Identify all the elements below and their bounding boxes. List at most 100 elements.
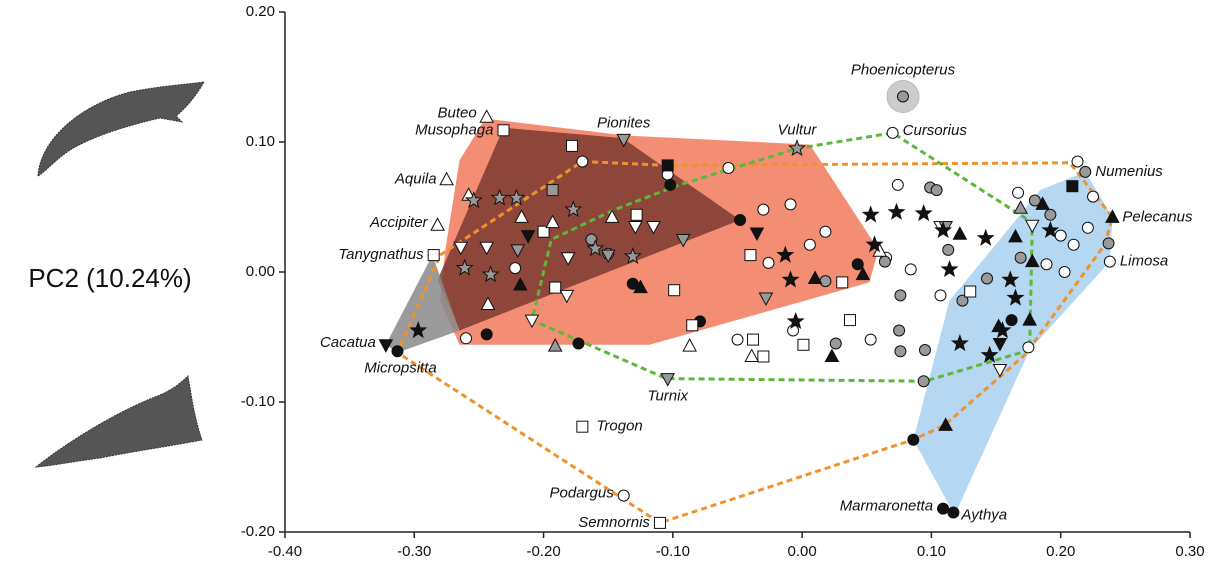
point	[1055, 230, 1066, 241]
point-label: Pelecanus	[1122, 208, 1193, 225]
point-label: Accipiter	[369, 214, 429, 231]
point	[938, 503, 949, 514]
point-label: Podargus	[550, 485, 615, 502]
point	[798, 339, 809, 350]
point	[669, 285, 680, 296]
point	[683, 339, 696, 351]
point	[1082, 222, 1093, 233]
x-tick-label: 0.20	[1046, 543, 1075, 560]
point	[758, 351, 769, 362]
point-label: Micropsitta	[364, 359, 437, 376]
point	[943, 244, 954, 255]
point	[892, 179, 903, 190]
chart: PC2 (10.24%) -0.20 -0.10 0.00 0.10 0.20 -0.40…	[0, 0, 1221, 568]
point-label: Phoenicopterus	[851, 61, 956, 78]
point-label: Buteo	[437, 104, 476, 121]
point	[723, 163, 734, 174]
point	[631, 209, 642, 220]
point-label: Limosa	[1120, 253, 1168, 270]
point	[431, 218, 444, 230]
point-label: Cursorius	[903, 122, 968, 139]
point-label: Vultur	[778, 121, 818, 138]
point	[573, 338, 584, 349]
point	[1059, 267, 1070, 278]
point	[863, 207, 878, 222]
point	[748, 334, 759, 345]
point	[895, 290, 906, 301]
y-tick-label: 0.00	[246, 263, 275, 280]
point	[547, 185, 558, 196]
point	[1088, 191, 1099, 202]
point	[662, 160, 673, 171]
point	[865, 334, 876, 345]
point-label: Numenius	[1095, 163, 1163, 180]
y-tick-label: -0.10	[241, 393, 275, 410]
point-label: Aquila	[394, 171, 437, 188]
x-tick-label: -0.40	[268, 543, 302, 560]
point	[1045, 209, 1056, 220]
y-tick-label: -0.20	[241, 523, 275, 540]
point	[392, 346, 403, 357]
point-label: Trogon	[596, 418, 642, 435]
point	[905, 264, 916, 275]
point	[1103, 238, 1114, 249]
point	[916, 206, 931, 221]
point	[942, 261, 957, 276]
point	[687, 320, 698, 331]
point	[1080, 166, 1091, 177]
point	[763, 257, 774, 268]
point	[1013, 187, 1024, 198]
point	[461, 333, 472, 344]
point	[1072, 156, 1083, 167]
x-tick-label: 0.00	[788, 543, 817, 560]
point-label: Tanygnathus	[338, 246, 424, 263]
point-label: Musophaga	[415, 121, 493, 138]
point	[1104, 256, 1115, 267]
point	[1067, 181, 1078, 192]
point	[1041, 259, 1052, 270]
point-label: Semnornis	[578, 514, 650, 531]
x-tick-label: 0.10	[917, 543, 946, 560]
point	[567, 140, 578, 151]
claw-upper	[38, 82, 204, 176]
point	[665, 179, 676, 190]
point	[894, 325, 905, 336]
point	[785, 199, 796, 210]
point	[758, 204, 769, 215]
x-tick-label: -0.20	[526, 543, 560, 560]
point	[879, 256, 890, 267]
point	[550, 282, 561, 293]
point	[745, 250, 756, 261]
point	[577, 421, 588, 432]
point	[837, 277, 848, 288]
point	[1015, 252, 1026, 263]
point-label: Marmaronetta	[840, 498, 933, 515]
point-label: Cacatua	[320, 334, 376, 351]
x-tick-label: -0.30	[397, 543, 431, 560]
point-label: Turnix	[647, 388, 688, 405]
point	[935, 290, 946, 301]
point	[1006, 315, 1017, 326]
y-tick-label: 0.20	[246, 3, 275, 20]
point	[895, 346, 906, 357]
point	[844, 315, 855, 326]
point	[948, 507, 959, 518]
point	[1068, 239, 1079, 250]
point	[1014, 201, 1027, 213]
point	[440, 173, 453, 185]
point	[825, 350, 838, 362]
point	[745, 350, 758, 362]
point	[978, 230, 993, 245]
point	[931, 185, 942, 196]
point	[887, 127, 898, 138]
point	[735, 215, 746, 226]
point	[510, 263, 521, 274]
point	[428, 250, 439, 261]
point	[953, 227, 966, 239]
point	[897, 91, 908, 102]
point	[852, 259, 863, 270]
x-tick-label: 0.30	[1175, 543, 1204, 560]
point	[654, 517, 665, 528]
point	[830, 338, 841, 349]
y-axis-label: PC2 (10.24%)	[28, 263, 191, 293]
